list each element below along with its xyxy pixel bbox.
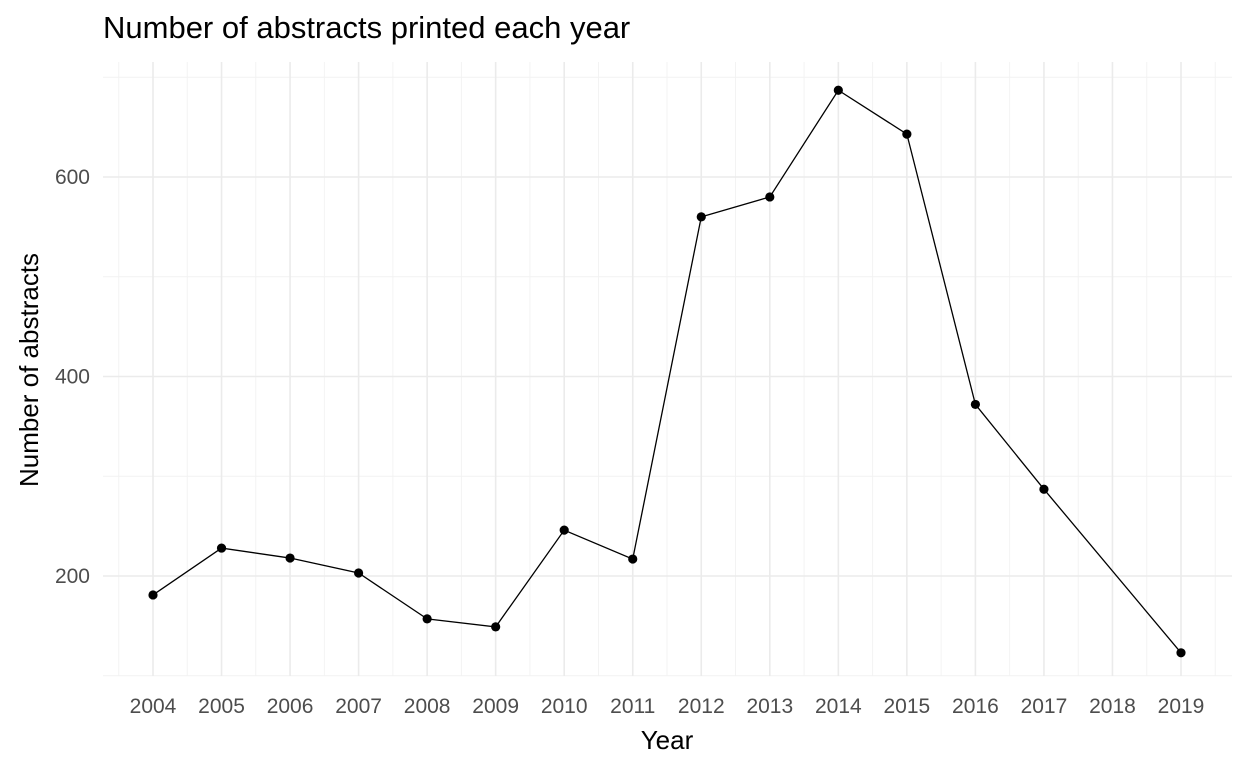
data-point — [285, 553, 295, 563]
y-tick-label: 600 — [55, 166, 90, 189]
x-tick-label: 2017 — [1021, 695, 1068, 718]
data-point — [1039, 484, 1049, 494]
y-tick-label: 400 — [55, 366, 90, 389]
x-axis-title: Year — [641, 725, 694, 755]
x-tick-label: 2006 — [267, 695, 314, 718]
y-axis-ticks: 200 400 600 — [55, 166, 90, 588]
data-point — [902, 129, 912, 139]
x-tick-label: 2007 — [335, 695, 382, 718]
data-point — [216, 543, 227, 553]
x-tick-label: 2010 — [541, 695, 588, 718]
data-point — [696, 212, 706, 222]
x-tick-label: 2009 — [472, 695, 519, 718]
y-axis-title: Number of abstracts — [14, 253, 44, 487]
x-tick-label: 2019 — [1158, 695, 1205, 718]
chart-title: Number of abstracts printed each year — [103, 10, 631, 45]
series-layer — [148, 85, 1186, 658]
data-point — [491, 622, 501, 632]
data-point — [148, 590, 158, 600]
y-tick-label: 200 — [55, 565, 90, 588]
x-tick-label: 2005 — [198, 695, 245, 718]
data-point — [422, 614, 432, 624]
x-tick-label: 2011 — [610, 695, 655, 718]
x-tick-label: 2008 — [404, 695, 451, 718]
data-point — [1176, 648, 1186, 658]
data-point — [559, 525, 569, 535]
x-tick-label: 2013 — [746, 695, 793, 718]
data-point — [354, 568, 364, 578]
data-point — [833, 85, 843, 95]
data-point — [628, 554, 638, 564]
x-tick-label: 2014 — [815, 695, 862, 718]
x-tick-label: 2012 — [678, 695, 725, 718]
data-point — [970, 399, 981, 410]
data-point — [765, 192, 775, 202]
x-tick-label: 2018 — [1089, 695, 1136, 718]
x-axis-ticks: 2004 2005 2006 2007 2008 2009 2010 2011 2012 2013… — [130, 695, 1205, 718]
x-tick-label: 2015 — [884, 695, 931, 718]
x-tick-label: 2016 — [952, 695, 999, 718]
x-tick-label: 2004 — [130, 695, 177, 718]
grid-lines — [103, 62, 1232, 677]
